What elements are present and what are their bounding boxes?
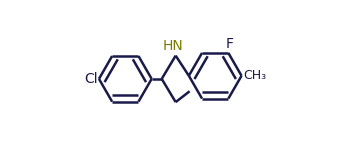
Text: HN: HN	[162, 39, 183, 53]
Text: CH₃: CH₃	[243, 69, 266, 82]
Text: Cl: Cl	[84, 72, 98, 86]
Text: F: F	[225, 37, 233, 51]
